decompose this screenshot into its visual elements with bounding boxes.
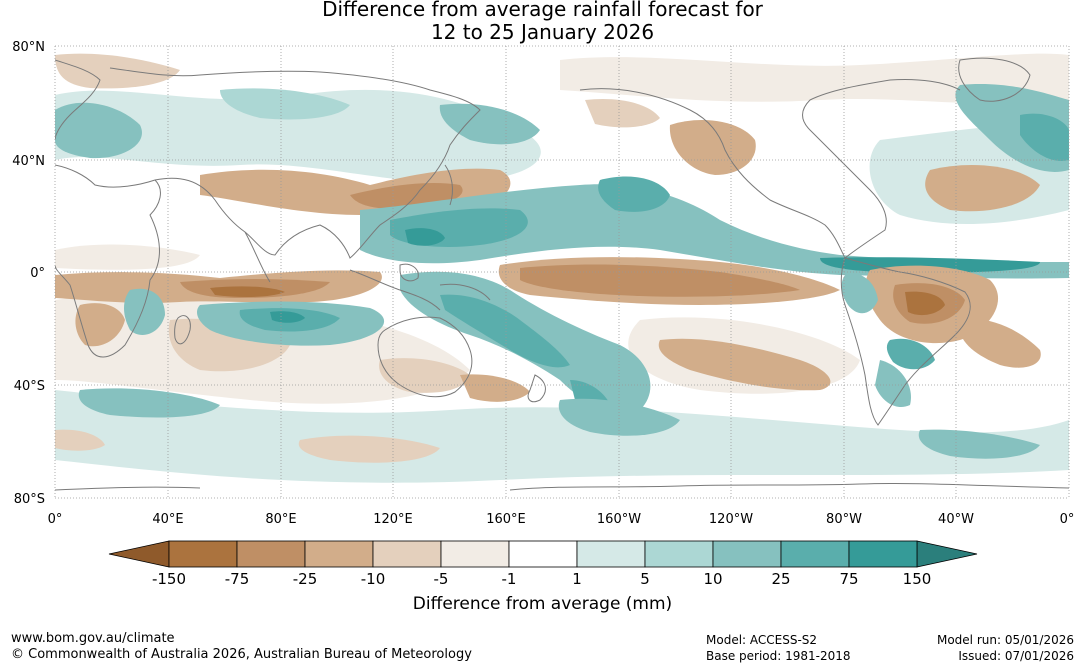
chart-title-line1: Difference from average rainfall forecas… (322, 0, 763, 21)
light-dry-area (55, 53, 180, 89)
lon-label: 120°E (373, 512, 413, 527)
colorbar-segment (848, 540, 918, 568)
model-run-text: Model run: 05/01/2026 (936, 633, 1074, 647)
colorbar-tick-label: 1 (572, 570, 582, 588)
footer-dates: Model run: 05/01/2026 Issued: 07/01/2026 (937, 632, 1074, 664)
lon-label: 0° (1060, 512, 1075, 527)
wet-area (841, 273, 878, 314)
grid-lines (54, 45, 1070, 499)
lon-label: 40°E (152, 512, 183, 527)
model-text: Model: ACCESS-S2 (706, 633, 818, 647)
issued-text: Issued: 07/01/2026 (958, 649, 1074, 663)
colorbar-segment (372, 540, 442, 568)
wet-area (439, 103, 540, 145)
colorbar-tick-label: 10 (703, 570, 722, 588)
colorbar-tick-label: 5 (640, 570, 650, 588)
wet-area (820, 257, 1040, 273)
wet-area (78, 388, 220, 418)
footer-model-info: Model: ACCESS-S2 Base period: 1981-2018 (706, 632, 851, 664)
light-dry-area (55, 244, 200, 270)
dry-area (959, 319, 1041, 368)
light-wet-area (55, 390, 1069, 483)
colorbar-extension-high (916, 540, 978, 568)
dry-area (210, 286, 285, 297)
colorbar-tick-label: -150 (152, 570, 186, 588)
colorbar-segment (780, 540, 850, 568)
dry-area (460, 374, 530, 402)
colorbar-segment (576, 540, 646, 568)
wet-area (886, 338, 935, 370)
website-link[interactable]: www.bom.gov.au/climate (11, 631, 175, 646)
light-dry-area (560, 53, 1069, 104)
lat-label: 40°S (14, 379, 45, 394)
dry-area (520, 264, 800, 297)
dry-area (905, 291, 945, 316)
lat-label: 80°S (14, 492, 45, 507)
colorbar-tick-label: 75 (839, 570, 858, 588)
dry-area (379, 358, 470, 393)
colorbar-tick-label: 150 (903, 570, 932, 588)
colorbar-segment (440, 540, 510, 568)
colorbar-segment (168, 540, 238, 568)
dry-area (55, 429, 105, 451)
lon-label: 40°W (938, 512, 974, 527)
wet-area (1020, 113, 1069, 161)
dry-area (75, 303, 125, 347)
lat-label: 80°N (12, 40, 45, 55)
anomaly-field (55, 46, 1069, 498)
longitude-labels: 0° 40°E 80°E 120°E 160°E 160°W 120°W 80°… (48, 512, 1075, 527)
light-dry-area (585, 98, 660, 128)
lat-label: 0° (30, 266, 45, 281)
colorbar-tick-label: -1 (502, 570, 517, 588)
coastlines (55, 57, 1069, 491)
dry-area (298, 435, 440, 463)
lon-label: 80°E (265, 512, 296, 527)
latitude-labels: 80°N 40°N 0° 40°S 80°S (12, 40, 45, 507)
wet-area (558, 398, 680, 436)
wet-area (405, 228, 445, 246)
light-wet-area (220, 88, 350, 120)
colorbar-title: Difference from average (mm) (412, 594, 673, 614)
wet-area (270, 311, 305, 323)
lat-label: 40°N (12, 154, 45, 169)
lon-label: 0° (48, 512, 63, 527)
colorbar-segment (304, 540, 374, 568)
wet-area (440, 294, 570, 368)
lon-label: 160°W (597, 512, 641, 527)
wet-area (360, 184, 1069, 279)
wet-area (918, 429, 1040, 459)
colorbar-segment (712, 540, 782, 568)
wet-area (875, 360, 911, 408)
colorbar-tick-label: -5 (434, 570, 449, 588)
colorbar-tick-label: 25 (771, 570, 790, 588)
lon-label: 80°W (826, 512, 862, 527)
chart-title-line2: 12 to 25 January 2026 (430, 20, 655, 44)
colorbar-segment (644, 540, 714, 568)
lon-label: 120°W (709, 512, 753, 527)
lon-label: 160°E (486, 512, 526, 527)
wet-area (55, 102, 142, 159)
wet-area (598, 176, 670, 212)
dry-area (658, 338, 831, 391)
colorbar-extension-low (108, 540, 170, 568)
colorbar-tick-label: -75 (225, 570, 250, 588)
light-wet-area (55, 89, 541, 183)
wet-area (124, 288, 165, 335)
dry-area (669, 120, 756, 175)
footer-left: www.bom.gov.au/climate © Commonwealth of… (11, 631, 472, 663)
colorbar: -150 -75 -25 -10 -5 -1 1 5 10 25 75 150 (108, 540, 978, 588)
base-period-text: Base period: 1981-2018 (706, 649, 851, 663)
copyright-text: © Commonwealth of Australia 2026, Austra… (11, 647, 472, 662)
colorbar-segment (236, 540, 306, 568)
dry-area (925, 165, 1040, 212)
colorbar-segment (508, 540, 578, 568)
colorbar-tick-label: -10 (361, 570, 386, 588)
colorbar-tick-label: -25 (293, 570, 318, 588)
